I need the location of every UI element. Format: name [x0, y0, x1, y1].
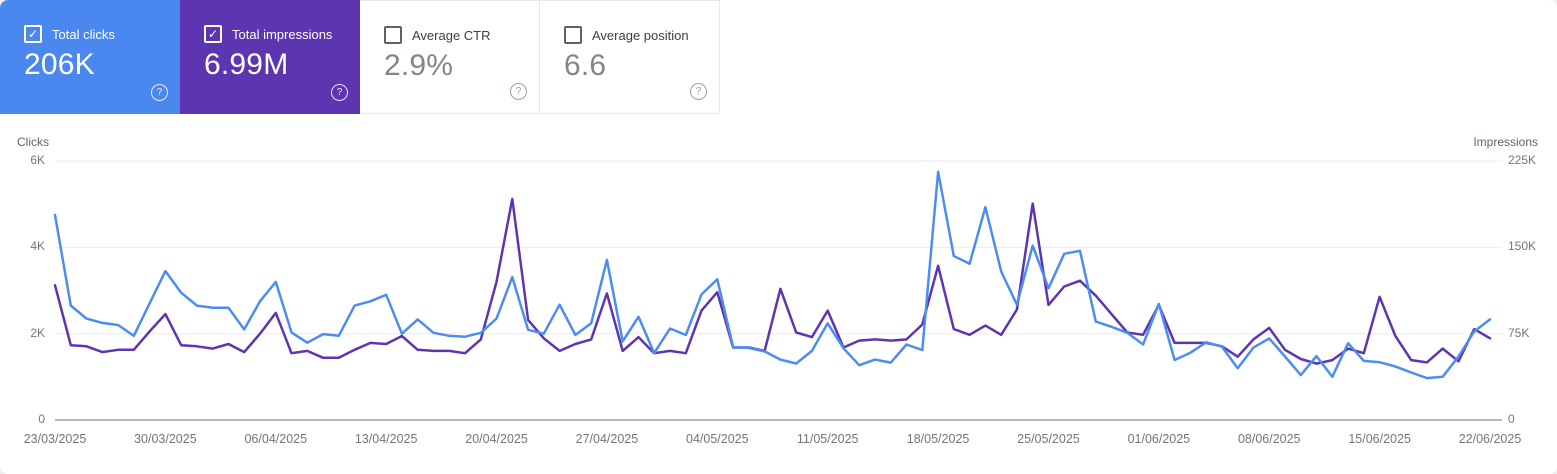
clicks-tick-label: 0 [38, 412, 45, 426]
date-tick-label: 18/05/2025 [906, 432, 970, 446]
average-ctr-value: 2.9% [384, 49, 454, 82]
impressions-tick-label: 225K [1508, 153, 1537, 167]
date-tick-label: 08/06/2025 [1237, 432, 1301, 446]
average-position-value: 6.6 [564, 49, 607, 82]
help-icon[interactable]: ? [690, 83, 707, 100]
clicks-line[interactable] [53, 170, 1492, 380]
impressions-line[interactable] [53, 197, 1492, 365]
help-icon[interactable]: ? [331, 84, 348, 101]
help-icon[interactable]: ? [151, 84, 168, 101]
date-tick-label: 13/04/2025 [354, 432, 418, 446]
chart-canvas[interactable] [0, 114, 1557, 474]
date-tick-label: 04/05/2025 [686, 432, 749, 446]
metric-cards-row: ✓ Total clicks 206K ? ✓ Total impression… [0, 0, 720, 114]
total-clicks-card[interactable]: ✓ Total clicks 206K ? [0, 0, 180, 114]
total-clicks-label: Total clicks [52, 26, 115, 42]
date-tick-label: 06/04/2025 [244, 432, 308, 446]
clicks-tick-label: 2K [30, 325, 45, 340]
total-clicks-value: 206K [24, 48, 95, 81]
clicks-tick-label: 4K [30, 239, 45, 254]
impressions-tick-label: 0 [1508, 412, 1515, 426]
date-tick-label: 01/06/2025 [1127, 432, 1191, 446]
impressions-tick-label: 150K [1508, 239, 1537, 254]
impressions-axis-title: Impressions [1473, 135, 1538, 149]
date-tick-label: 23/03/2025 [23, 432, 87, 446]
average-ctr-label: Average CTR [412, 27, 491, 43]
total-impressions-label: Total impressions [232, 26, 333, 42]
date-tick-label: 15/06/2025 [1348, 432, 1411, 446]
total-impressions-checkbox[interactable]: ✓ [204, 25, 222, 43]
date-tick-label: 11/05/2025 [796, 432, 859, 446]
average-ctr-checkbox[interactable] [384, 26, 402, 44]
date-tick-label: 20/04/2025 [465, 432, 528, 446]
total-impressions-value: 6.99M [204, 48, 289, 81]
average-position-label: Average position [592, 27, 689, 43]
date-tick-label: 27/04/2025 [575, 432, 639, 446]
average-ctr-card[interactable]: Average CTR 2.9% ? [360, 0, 540, 114]
total-clicks-checkbox[interactable]: ✓ [24, 25, 42, 43]
average-position-card[interactable]: Average position 6.6 ? [540, 0, 720, 114]
performance-chart[interactable]: Clicks Impressions 6K 4K 2K 0 225K 150K 75K 0 23… [0, 114, 1557, 474]
date-tick-label: 30/03/2025 [134, 432, 197, 446]
average-position-checkbox[interactable] [564, 26, 582, 44]
total-impressions-card[interactable]: ✓ Total impressions 6.99M ? [180, 0, 360, 114]
clicks-axis-title: Clicks [17, 135, 49, 149]
date-tick-label: 25/05/2025 [1017, 432, 1080, 446]
date-tick-label: 22/06/2025 [1458, 432, 1522, 446]
clicks-tick-label: 6K [30, 153, 45, 167]
impressions-tick-label: 75K [1508, 325, 1530, 340]
help-icon[interactable]: ? [510, 83, 527, 100]
